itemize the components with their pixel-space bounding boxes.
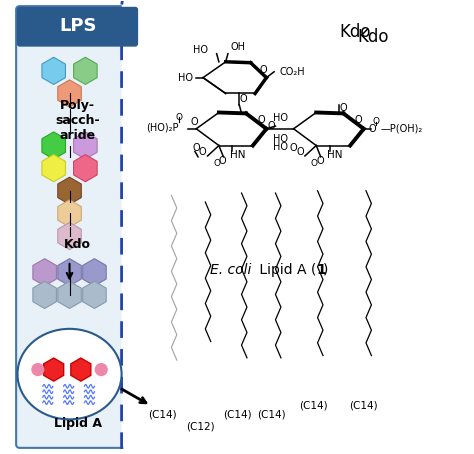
Text: HO: HO [273, 134, 288, 144]
Text: HO: HO [273, 142, 288, 152]
Text: (C14): (C14) [299, 401, 328, 411]
Ellipse shape [18, 329, 122, 419]
Polygon shape [58, 177, 82, 204]
Text: (C12): (C12) [186, 421, 215, 431]
Text: HO: HO [192, 45, 208, 55]
Text: OH: OH [230, 42, 245, 52]
Text: (C14): (C14) [223, 410, 251, 420]
Text: —P(OH)₂: —P(OH)₂ [381, 124, 423, 134]
Text: Lipid A (: Lipid A ( [255, 263, 317, 277]
Text: Lipid A: Lipid A [54, 417, 102, 430]
Text: O: O [214, 159, 220, 168]
Text: Poly-
sacch-
aride: Poly- sacch- aride [55, 99, 100, 142]
Polygon shape [42, 132, 65, 159]
Polygon shape [73, 57, 97, 84]
Polygon shape [82, 259, 106, 286]
Text: O: O [355, 115, 362, 125]
Text: O: O [257, 115, 265, 125]
Text: O: O [192, 143, 200, 153]
Text: (C14): (C14) [256, 410, 285, 420]
Text: HO: HO [178, 73, 192, 83]
Text: O: O [240, 94, 247, 104]
Text: 1: 1 [316, 263, 326, 277]
Text: CO₂H: CO₂H [280, 67, 306, 77]
Polygon shape [58, 200, 82, 227]
Text: O: O [296, 147, 304, 158]
Text: O: O [175, 113, 182, 122]
Text: (C14): (C14) [349, 401, 378, 411]
Text: (HO)₂P: (HO)₂P [146, 123, 178, 133]
Polygon shape [33, 281, 56, 308]
Text: HN: HN [230, 149, 246, 160]
Text: Kdo: Kdo [357, 28, 389, 46]
Text: O: O [368, 124, 376, 134]
FancyBboxPatch shape [18, 7, 137, 46]
Polygon shape [58, 281, 82, 308]
Text: O: O [290, 143, 297, 153]
FancyBboxPatch shape [122, 0, 474, 454]
Text: O: O [219, 156, 226, 166]
FancyBboxPatch shape [16, 6, 139, 448]
Text: E. coli: E. coli [210, 263, 251, 277]
Text: O: O [316, 156, 324, 166]
Text: HN: HN [328, 149, 343, 160]
Text: ): ) [323, 263, 328, 277]
Text: O: O [199, 147, 206, 158]
Text: O: O [191, 117, 198, 127]
Polygon shape [58, 80, 82, 107]
Polygon shape [58, 222, 82, 250]
Text: Kdo: Kdo [64, 238, 91, 251]
Text: O: O [267, 121, 275, 131]
Text: O: O [311, 159, 318, 168]
Polygon shape [44, 358, 64, 381]
Polygon shape [33, 259, 56, 286]
Text: LPS: LPS [59, 17, 96, 35]
Text: (C14): (C14) [148, 410, 177, 420]
Text: Kdo: Kdo [339, 23, 370, 41]
Text: O: O [259, 65, 267, 75]
Polygon shape [82, 281, 106, 308]
Text: HO: HO [273, 114, 288, 123]
Polygon shape [73, 154, 97, 182]
Circle shape [95, 364, 107, 375]
Polygon shape [58, 259, 82, 286]
Circle shape [32, 364, 44, 375]
Text: O: O [339, 104, 347, 114]
Polygon shape [42, 57, 65, 84]
Text: O: O [373, 117, 380, 126]
Polygon shape [73, 132, 97, 159]
Polygon shape [42, 154, 65, 182]
Polygon shape [71, 358, 91, 381]
